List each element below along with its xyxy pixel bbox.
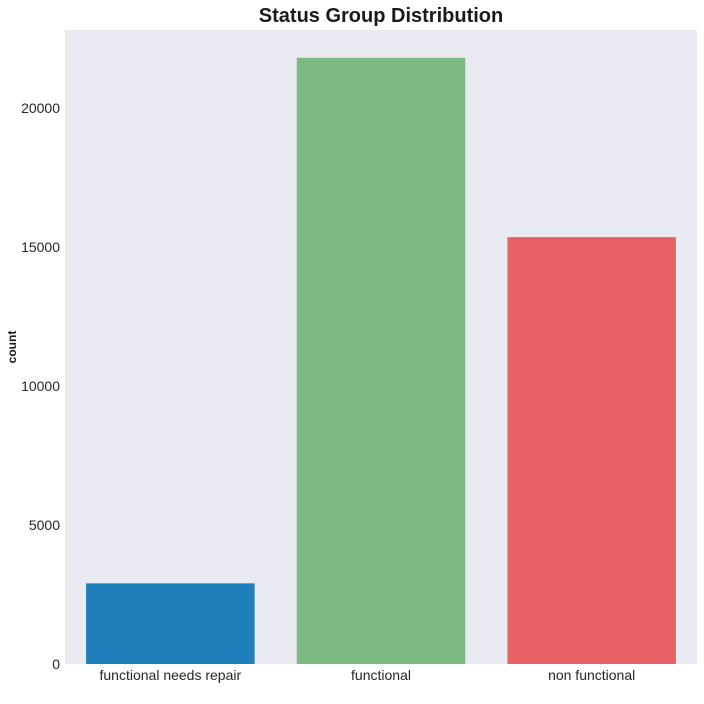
x-axis-ticks: functional needs repair functional non fun… — [100, 667, 636, 683]
y-tick-label: 5000 — [29, 517, 60, 533]
x-tick-label: functional — [351, 667, 411, 683]
y-tick-label: 20000 — [21, 100, 60, 116]
y-axis-label: count — [5, 331, 19, 364]
y-tick-label: 15000 — [21, 239, 60, 255]
y-tick-label: 10000 — [21, 378, 60, 394]
chart-title: Status Group Distribution — [259, 5, 503, 27]
y-axis-ticks: 0 5000 10000 15000 20000 — [21, 100, 60, 672]
x-tick-label: functional needs repair — [100, 667, 242, 683]
bar-non-functional — [507, 237, 676, 664]
y-tick-label: 0 — [52, 656, 60, 672]
bar-functional — [296, 57, 466, 665]
x-tick-label: non functional — [548, 667, 635, 683]
bar-functional-needs-repair — [86, 583, 255, 664]
bars-group — [86, 57, 676, 665]
